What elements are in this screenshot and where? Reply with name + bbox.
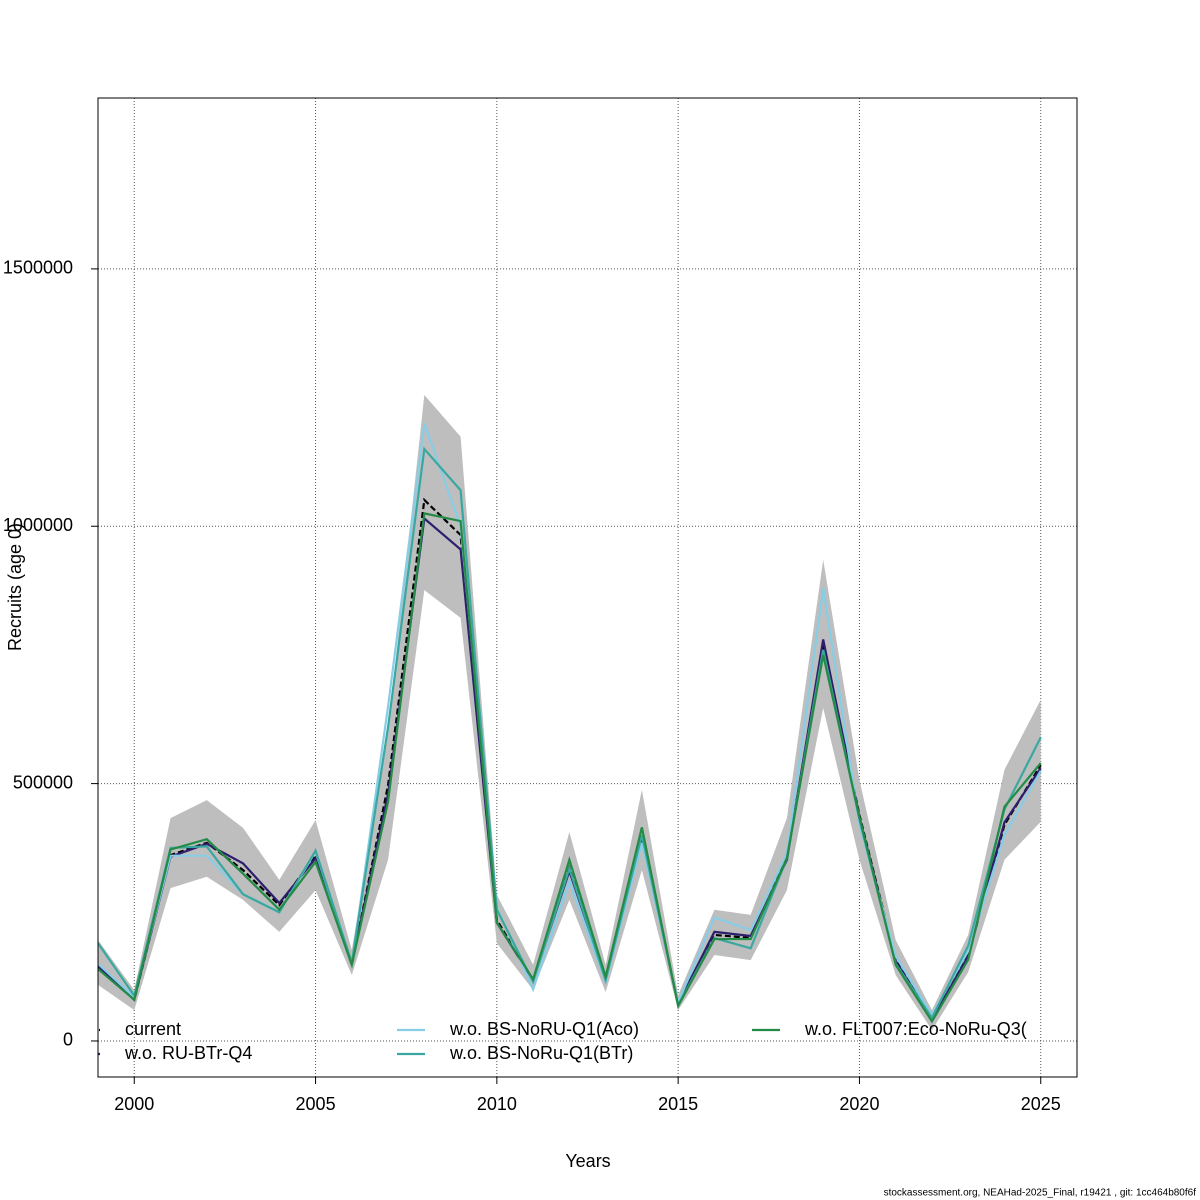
confidence-band	[98, 394, 1041, 1031]
y-tick-label: 500000	[13, 772, 73, 792]
footer: stockassessment.org, NEAHad-2025_Final, …	[884, 1188, 1197, 1199]
legend-label: current	[125, 1019, 181, 1039]
series-line	[98, 516, 1042, 1022]
plot-area: current w.o. RU-BTr-Q4 w.o. BS-NoRU-Q1(Aco…	[98, 98, 1077, 1077]
legend-label: w.o. FLT007:Eco-NoRu-Q3(	[804, 1019, 1027, 1039]
plot-frame	[97, 97, 1078, 1078]
series-line	[98, 497, 1042, 1023]
series-line	[98, 422, 1042, 1018]
legend-label: w.o. BS-NoRu-Q1(BTr)	[449, 1043, 633, 1063]
y-axis-label: Recruits (age 0)	[5, 523, 25, 651]
x-axis-label: Years	[565, 1151, 610, 1171]
x-tick-label: 2005	[296, 1094, 336, 1114]
x-tick-label: 2010	[477, 1094, 517, 1114]
x-tick-label: 2000	[114, 1094, 154, 1114]
y-tick-label: 0	[63, 1030, 73, 1050]
series-line	[98, 446, 1042, 1020]
series-line	[98, 512, 1042, 1024]
x-tick-label: 2015	[658, 1094, 698, 1114]
legend-label: w.o. RU-BTr-Q4	[124, 1043, 252, 1063]
y-tick-label: 1000000	[3, 515, 73, 535]
x-tick-label: 2020	[839, 1094, 879, 1114]
y-tick-label: 1500000	[3, 258, 73, 278]
x-tick-label: 2025	[1021, 1094, 1061, 1114]
legend-label: w.o. BS-NoRU-Q1(Aco)	[449, 1019, 639, 1039]
